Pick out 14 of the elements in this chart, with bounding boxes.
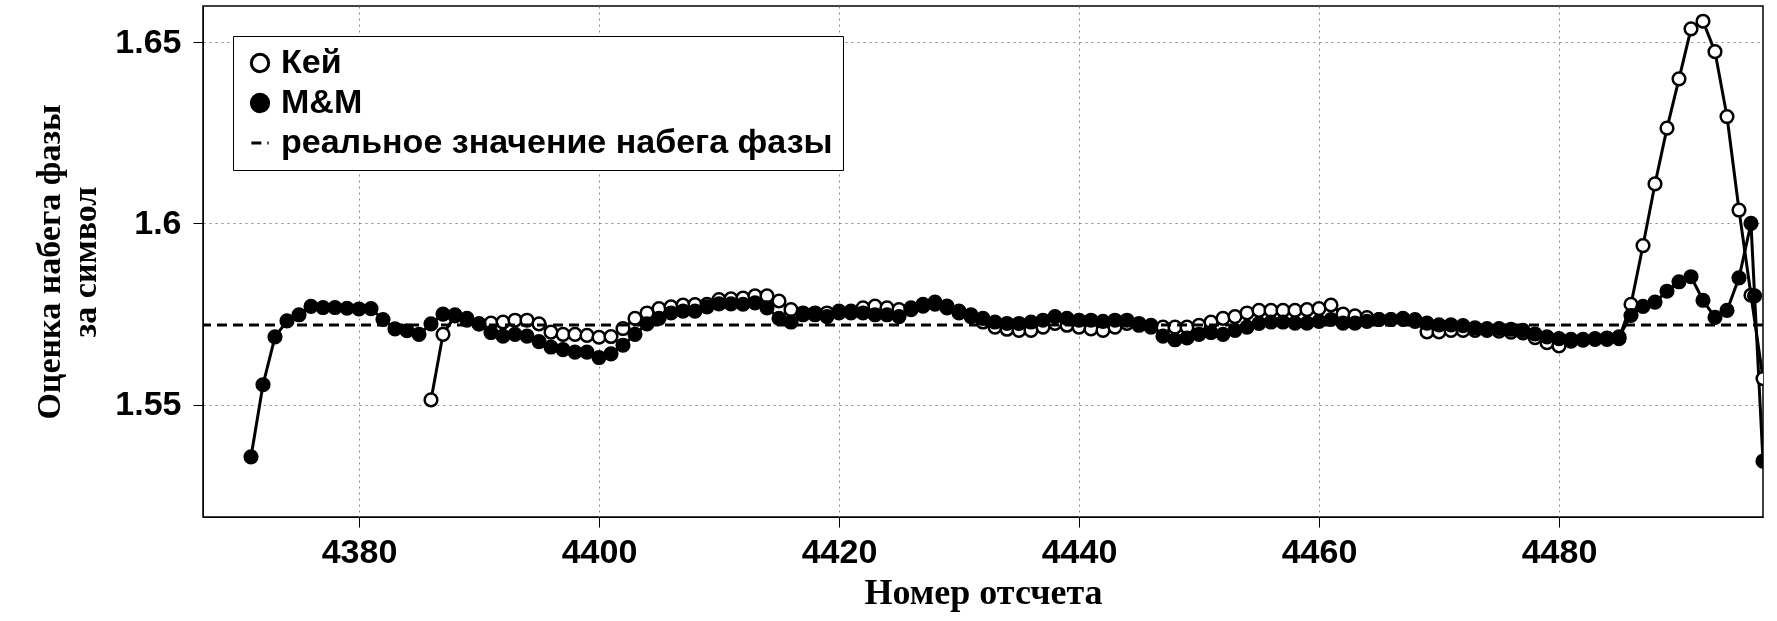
legend-label: M&M <box>281 82 363 120</box>
y-axis-title: Оценка набега фазы за символ <box>30 104 104 420</box>
legend-label: Кей <box>281 42 342 80</box>
x-tick-label: 4460 <box>1281 531 1358 570</box>
y-tick-label: 1.55 <box>115 384 182 423</box>
y-tick-label: 1.65 <box>115 21 182 60</box>
y-tick-label: 1.6 <box>134 202 182 241</box>
x-tick-label: 4400 <box>561 531 638 570</box>
x-tick-label: 4440 <box>1041 531 1118 570</box>
x-tick-label: 4420 <box>801 531 878 570</box>
x-axis-title: Номер отсчета <box>864 571 1103 612</box>
legend-label: реальное значение набега фазы <box>281 122 833 160</box>
x-tick-label: 4380 <box>321 531 398 570</box>
x-tick-label: 4480 <box>1521 531 1598 570</box>
